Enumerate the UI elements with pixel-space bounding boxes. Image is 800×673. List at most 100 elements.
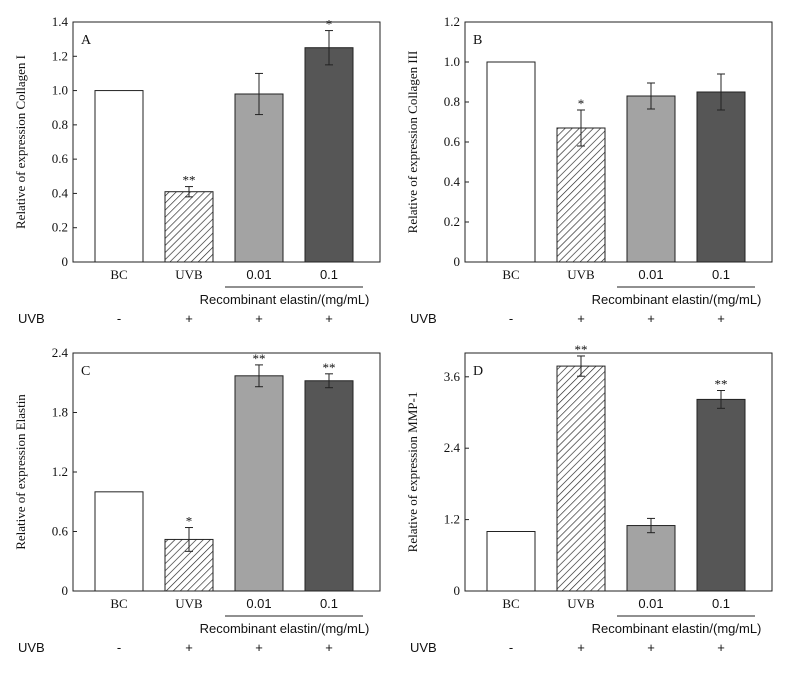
group-label: Recombinant elastin/(mg/mL) [592,621,762,636]
y-tick-label: 1.2 [444,512,460,527]
bar-0-01 [234,93,284,263]
x-tick-label: UVB [567,596,595,611]
x-tick-label: 0.1 [712,267,730,282]
x-tick-label: UVB [567,267,595,282]
y-tick-label: 1.0 [52,83,68,98]
bar-0-01 [626,525,676,592]
uvb-mark: + [255,311,263,326]
y-tick-label: 2.4 [52,345,69,360]
x-tick-label: 0.01 [246,596,271,611]
y-tick-label: 1.2 [444,14,460,29]
group-label: Recombinant elastin/(mg/mL) [200,292,370,307]
uvb-mark: + [185,311,193,326]
uvb-mark: - [117,640,121,655]
chart-panel-a: A 0 0.2 0.4 0.6 0.8 1.0 1.2 1.4 Relative of expre… [13,14,381,326]
uvb-mark: + [577,311,585,326]
uvb-mark: - [509,640,513,655]
x-tick-label: 0.1 [712,596,730,611]
y-tick-label: 1.2 [52,48,68,63]
chart-panel-c: C 0 0.6 1.2 1.8 2.4 Relative of expression Ela… [13,345,381,655]
x-tick-label: 0.01 [246,267,271,282]
panel-letter: B [473,33,482,48]
bar-uvb [556,127,606,263]
y-tick-label: 0.2 [52,220,68,235]
uvb-mark: + [717,640,725,655]
x-tick-label: UVB [175,267,203,282]
y-tick-label: 0 [62,583,69,598]
significance-mark: * [578,96,585,111]
x-tick-label: 0.01 [638,267,663,282]
y-tick-label: 0 [454,254,461,269]
y-tick-label: 0.6 [52,524,69,539]
y-tick-label: 3.6 [444,369,461,384]
uvb-row-label: UVB [18,311,45,326]
y-tick-label: 0.6 [444,134,461,149]
bar-0-01 [626,95,676,263]
uvb-mark: + [255,640,263,655]
y-tick-label: 0.4 [52,185,69,200]
bar-bc [486,531,536,592]
significance-mark: ** [323,360,336,375]
y-tick-label: 0.6 [52,151,69,166]
bar-0-1 [696,398,746,592]
x-tick-label: BC [110,596,127,611]
bar-0-1 [696,91,746,263]
uvb-row-label: UVB [410,311,437,326]
y-tick-label: 1.4 [52,14,69,29]
significance-mark: ** [253,351,266,366]
y-tick-label: 0 [62,254,69,269]
bar-uvb [556,365,606,592]
plot-frame [72,21,381,263]
y-axis-label: Relative of expression Elastin [13,394,28,550]
bar-bc [94,90,144,263]
y-tick-label: 0.2 [444,214,460,229]
panels: A 0 0.2 0.4 0.6 0.8 1.0 1.2 1.4 Relative of expre… [13,14,773,655]
significance-mark: * [186,514,193,529]
chart-panel-b: B 0 0.2 0.4 0.6 0.8 1.0 1.2 Relative of expressi… [405,14,773,326]
x-tick-label: BC [502,596,519,611]
y-axis-label: Relative of expression MMP-1 [405,392,420,553]
x-tick-label: 0.1 [320,267,338,282]
chart-panel-d: D 0 1.2 2.4 3.6 Relative of expression MMP-1 B… [405,342,773,655]
plot-frame [464,352,773,592]
y-tick-label: 1.8 [52,405,68,420]
uvb-mark: + [577,640,585,655]
x-tick-label: BC [110,267,127,282]
significance-mark: ** [575,342,588,357]
y-axis-label: Relative of expression Collagen III [405,51,420,234]
uvb-mark: + [185,640,193,655]
significance-mark: ** [183,173,196,188]
y-tick-label: 0.4 [444,174,461,189]
uvb-mark: + [325,311,333,326]
uvb-row-label: UVB [18,640,45,655]
y-tick-label: 0.8 [52,117,68,132]
significance-mark: ** [715,376,728,391]
panel-letter: D [473,364,483,379]
y-tick-label: 0.8 [444,94,460,109]
bar-bc [486,61,536,263]
uvb-mark: + [325,640,333,655]
bar-0-1 [304,380,354,592]
x-tick-label: 0.01 [638,596,663,611]
x-tick-label: BC [502,267,519,282]
bar-bc [94,491,144,592]
x-tick-label: UVB [175,596,203,611]
uvb-mark: - [509,311,513,326]
group-label: Recombinant elastin/(mg/mL) [200,621,370,636]
uvb-mark: + [717,311,725,326]
y-tick-label: 0 [454,583,461,598]
bar-uvb [164,191,214,263]
y-tick-label: 2.4 [444,440,461,455]
y-axis-label: Relative of expression Collagen I [13,55,28,229]
group-label: Recombinant elastin/(mg/mL) [592,292,762,307]
panel-letter: C [81,364,90,379]
uvb-mark: - [117,311,121,326]
bar-0-01 [234,375,284,592]
uvb-mark: + [647,640,655,655]
significance-mark: * [326,17,333,32]
x-tick-label: 0.1 [320,596,338,611]
bar-0-1 [304,47,354,263]
uvb-row-label: UVB [410,640,437,655]
panel-letter: A [81,33,92,48]
